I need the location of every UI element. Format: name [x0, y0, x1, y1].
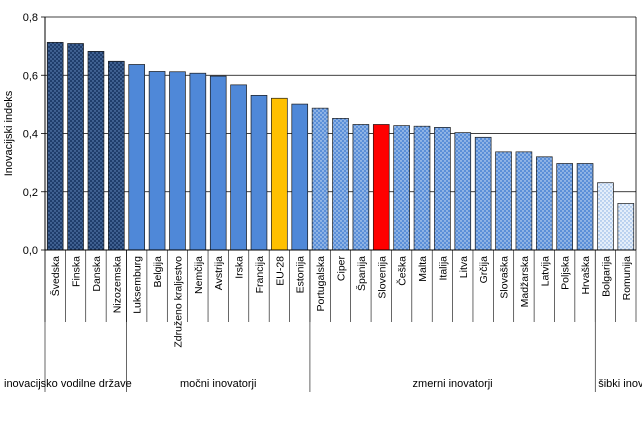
x-category-label: Italija: [437, 256, 449, 281]
bars: [46, 41, 635, 251]
axes: [44, 17, 637, 392]
bar-danska: [87, 51, 105, 251]
bar-španija: [352, 124, 370, 251]
bar-finska: [67, 43, 84, 251]
y-axis-title: Inovacijski indeks: [3, 90, 15, 176]
x-category-label: Finska: [71, 256, 83, 287]
bar-italija: [434, 127, 451, 251]
x-category-label: Slovaška: [499, 256, 511, 299]
x-category-label: Češka: [396, 256, 409, 286]
bar-romunija: [617, 203, 635, 251]
bar-estonija: [291, 103, 309, 251]
bar-bolgarija: [597, 182, 614, 251]
x-category-label: Hrvaška: [580, 256, 592, 295]
x-category-label: Ciper: [336, 255, 348, 281]
bar-nizozemska: [108, 60, 125, 251]
group-label: močni inovatorji: [180, 378, 256, 390]
bar-francija: [250, 94, 268, 251]
bar-luksemburg: [128, 64, 146, 251]
bar-ciper: [332, 118, 349, 251]
bar-grčija: [474, 136, 492, 251]
y-tick-label: 0,0: [23, 245, 38, 257]
x-category-label: Romunija: [621, 256, 633, 301]
bar-belgija: [148, 71, 166, 251]
x-category-label: Združeno kraljestvo: [172, 256, 184, 348]
x-category-label: Avstrija: [213, 256, 225, 290]
bar-češka: [393, 125, 410, 251]
group-label: inovacijsko vodilne države: [4, 378, 132, 390]
bar-slovaška: [495, 151, 512, 251]
x-category-label: Malta: [417, 256, 429, 282]
bar-združeno-kraljestvo: [169, 71, 186, 251]
bar-litva: [454, 132, 472, 251]
x-category-label: Slovenija: [376, 256, 388, 299]
bar-madžarska: [515, 151, 533, 251]
bar-irska: [230, 84, 247, 251]
y-tick-label: 0,4: [23, 129, 38, 141]
y-tick-label: 0,8: [23, 12, 38, 24]
x-category-label: Poljska: [560, 256, 572, 290]
bar-latvija: [535, 156, 553, 251]
bar-eu-28: [271, 97, 288, 251]
x-category-label: Estonija: [295, 256, 307, 294]
x-category-label: Nizozemska: [111, 256, 123, 313]
bar-portugalska: [311, 107, 329, 251]
x-category-label: Irska: [234, 256, 246, 279]
group-label: zmerni inovatorji: [413, 378, 493, 390]
y-tick-label: 0,2: [23, 187, 38, 199]
x-category-label: Francija: [254, 256, 266, 294]
x-category-label: Danska: [91, 256, 103, 292]
x-category-label: Španija: [355, 256, 368, 291]
x-category-label: Grčija: [478, 256, 490, 284]
x-category-label: Madžarska: [519, 256, 531, 308]
x-category-label: Nemčija: [193, 256, 205, 294]
y-tick-labels: 0,0 0,2 0,4 0,6 0,8: [23, 12, 38, 257]
bar-poljska: [556, 163, 573, 251]
bar-nemčija: [189, 72, 207, 251]
x-category-label: Belgija: [152, 256, 164, 288]
bar-slovenija: [372, 124, 390, 251]
x-category-label: Bolgarija: [600, 256, 612, 297]
bar-malta: [413, 125, 431, 251]
y-tick-label: 0,6: [23, 70, 38, 82]
x-category-label: Litva: [458, 256, 470, 278]
category-labels: Švedska Finska Danska Nizozemska Luksemburg B…: [49, 255, 633, 347]
x-category-label: Luksemburg: [132, 256, 144, 314]
bar-švedska: [46, 41, 64, 251]
x-category-label: Švedska: [49, 256, 62, 296]
x-category-label: Portugalska: [315, 256, 327, 312]
bar-hrvaška: [576, 163, 594, 251]
group-label: šibki inovatorji: [598, 378, 642, 390]
bar-avstrija: [209, 75, 227, 251]
x-category-label: EU-28: [274, 256, 286, 286]
x-category-label: Latvija: [539, 256, 551, 287]
group-labels: inovacijsko vodilne države močni inovator…: [4, 378, 642, 390]
